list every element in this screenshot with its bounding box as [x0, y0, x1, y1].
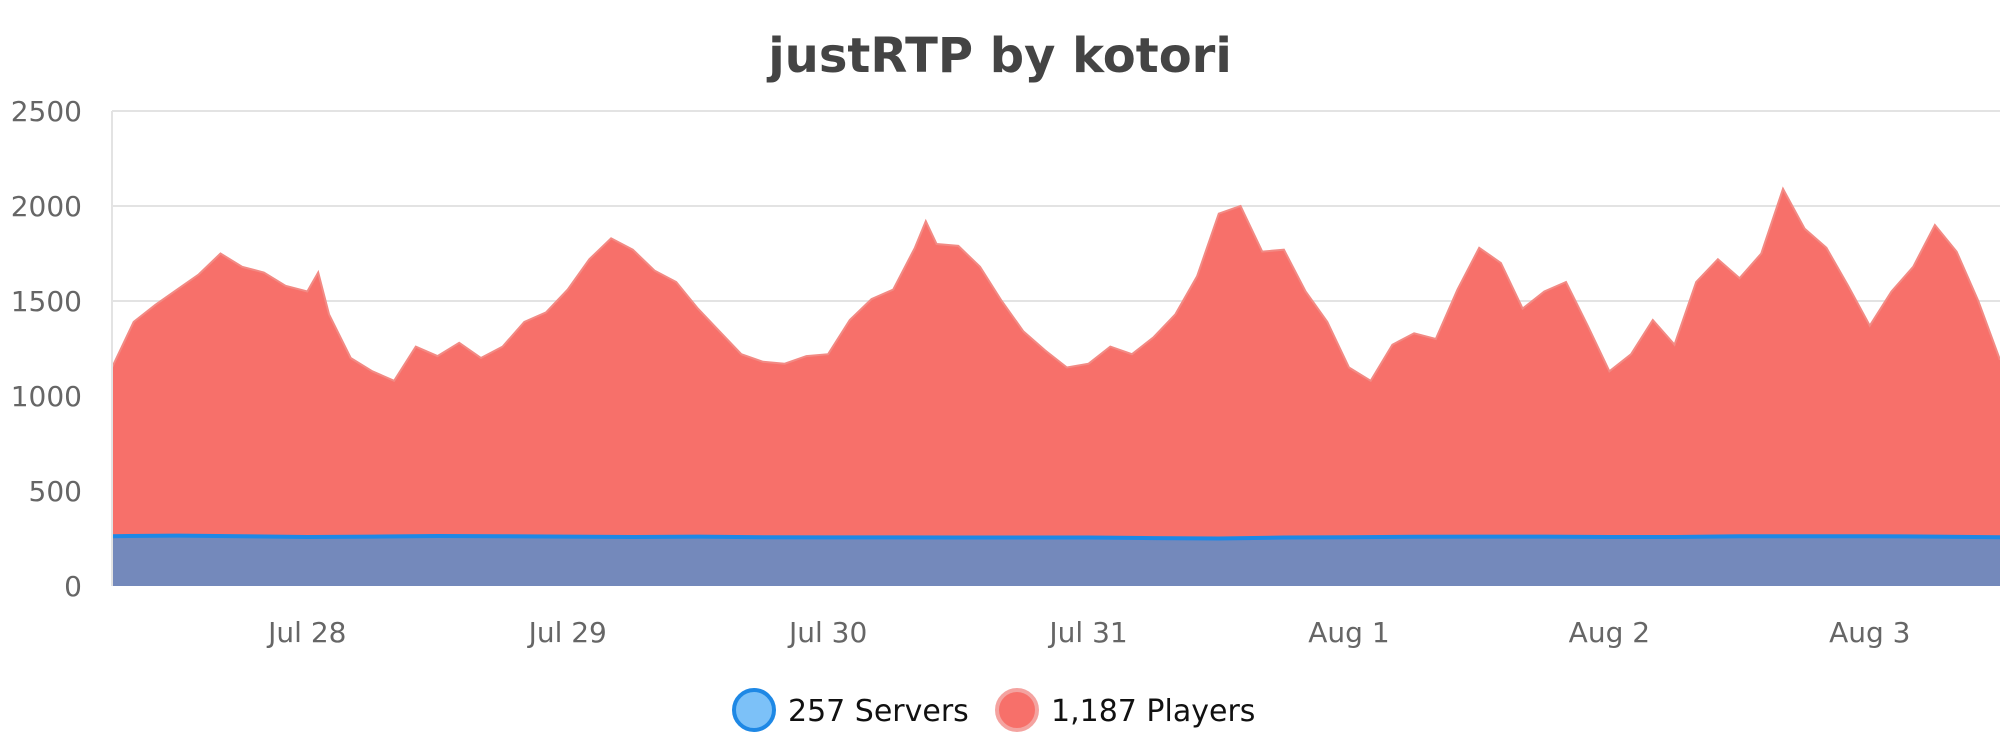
- x-tick-label: Jul 29: [527, 616, 607, 649]
- legend-label-players: 1,187 Players: [1051, 694, 1255, 729]
- plot-area: [111, 186, 2000, 586]
- legend-marker-players: [995, 688, 1039, 732]
- area-servers: [112, 535, 2000, 586]
- chart-title: justRTP by kotori: [766, 28, 1232, 84]
- line-servers: [111, 533, 2000, 541]
- y-tick-label: 500: [29, 475, 82, 508]
- y-tick-label: 0: [64, 570, 82, 603]
- legend: 257 Servers 1,187 Players: [732, 688, 1255, 732]
- x-tick-label: Aug 3: [1829, 616, 1910, 649]
- x-tick-label: Jul 28: [266, 616, 346, 649]
- y-tick-label: 1000: [11, 380, 82, 413]
- x-tick-label: Aug 1: [1308, 616, 1389, 649]
- legend-label-servers: 257 Servers: [788, 694, 969, 729]
- x-tick-label: Jul 31: [1047, 616, 1127, 649]
- x-tick-label: Aug 2: [1569, 616, 1650, 649]
- line-players: [111, 186, 2000, 383]
- legend-item-servers[interactable]: 257 Servers: [732, 688, 969, 732]
- y-tick-label: 1500: [11, 285, 82, 318]
- x-tick-label: Jul 30: [787, 616, 867, 649]
- legend-marker-servers: [732, 688, 776, 732]
- axes: 0 500 1000 1500 2000 2500 Jul 28 Jul 29 Jul 30 Ju…: [11, 95, 1911, 649]
- area-players: [112, 188, 2000, 586]
- legend-item-players[interactable]: 1,187 Players: [995, 688, 1255, 732]
- y-tick-label: 2000: [11, 190, 82, 223]
- y-tick-label: 2500: [11, 95, 82, 128]
